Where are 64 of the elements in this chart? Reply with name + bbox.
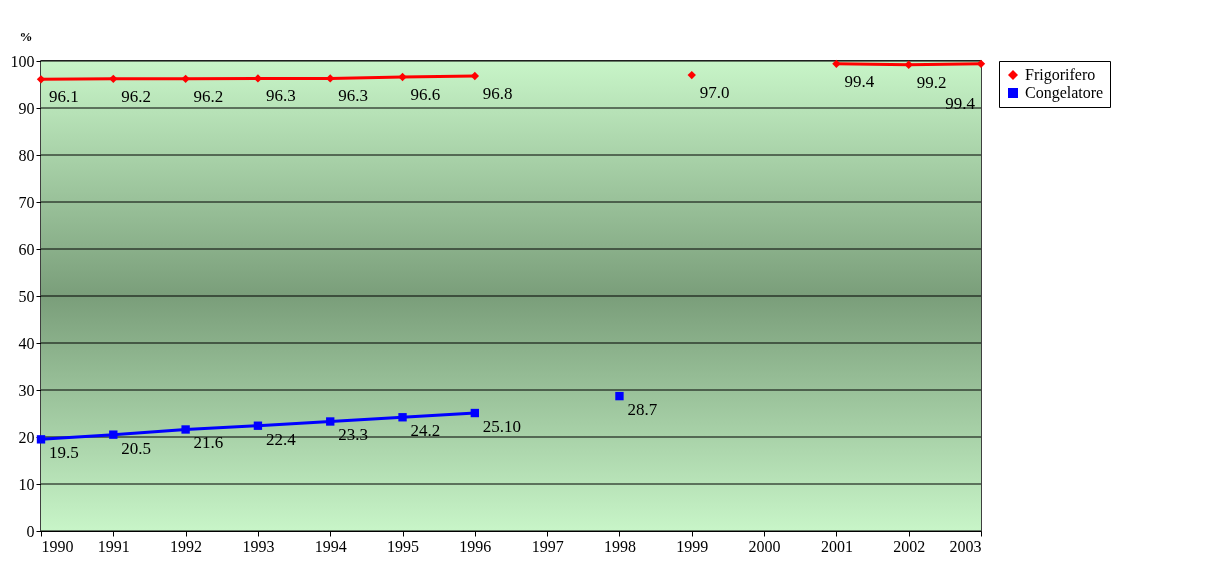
y-tick-label: 100 xyxy=(10,52,35,70)
point xyxy=(36,435,46,444)
data-label: 96.3 xyxy=(338,86,368,106)
x-tick-label: 1998 xyxy=(603,537,636,555)
data-label: 21.6 xyxy=(193,433,224,453)
data-label: 97.0 xyxy=(699,83,730,103)
point xyxy=(36,75,46,84)
data-label: 96.2 xyxy=(121,86,152,106)
data-label: 99.4 xyxy=(844,71,875,91)
x-tick-label: 1999 xyxy=(676,537,709,555)
data-label: 99.2 xyxy=(916,72,947,92)
x-tick-label: 1993 xyxy=(242,537,275,555)
point xyxy=(470,71,480,81)
point xyxy=(253,421,263,430)
point xyxy=(904,60,913,69)
data-label: 28.7 xyxy=(627,400,658,420)
y-tick-label: 30 xyxy=(18,381,35,399)
y-axis-title: % xyxy=(19,28,33,44)
x-tick-label: 1994 xyxy=(314,537,347,555)
point xyxy=(326,417,335,426)
y-tick-label: 60 xyxy=(18,240,35,258)
y-tick-label: 20 xyxy=(18,428,35,446)
point xyxy=(109,430,118,439)
point xyxy=(181,425,190,434)
data-label: 96.3 xyxy=(265,86,296,106)
x-tick-label: 2003 xyxy=(949,537,982,555)
legend-label: Frigorifero xyxy=(1025,66,1096,84)
point xyxy=(398,413,407,422)
data-label: 22.4 xyxy=(265,429,297,449)
data-label: 20.5 xyxy=(121,438,152,458)
data-label: 25.10 xyxy=(482,417,522,437)
x-tick-label: 1995 xyxy=(387,537,420,555)
y-tick-label: 50 xyxy=(18,287,35,305)
x-tick-label: 2000 xyxy=(748,537,781,555)
x-tick-label: 1992 xyxy=(170,537,203,555)
x-tick-label: 1991 xyxy=(97,537,130,555)
legend-label: Congelatore xyxy=(1025,84,1104,102)
point xyxy=(398,72,407,82)
data-label: 96.1 xyxy=(49,87,79,107)
x-tick-label: 1997 xyxy=(531,537,564,555)
point xyxy=(181,74,190,84)
data-label: 96.6 xyxy=(410,84,441,104)
x-tick-label: 2001 xyxy=(820,537,853,555)
y-tick-label: 10 xyxy=(18,475,35,493)
y-tick-label: 40 xyxy=(18,334,35,352)
y-tick-label: 90 xyxy=(18,99,35,117)
point xyxy=(109,74,118,84)
data-label: 19.5 xyxy=(49,443,79,463)
point xyxy=(470,408,480,418)
data-label: 96.8 xyxy=(482,84,513,104)
point xyxy=(832,59,841,68)
y-tick-label: 0 xyxy=(26,522,35,540)
data-label: 23.3 xyxy=(338,425,368,445)
y-tick-label: 80 xyxy=(18,146,35,164)
data-label: 96.2 xyxy=(193,86,224,106)
y-tick-label: 70 xyxy=(18,193,35,211)
x-tick-label: 2002 xyxy=(893,537,926,555)
data-label: 99.4 xyxy=(945,93,976,113)
point xyxy=(687,70,696,80)
x-tick-label: 1990 xyxy=(41,537,74,555)
point xyxy=(615,391,624,401)
point xyxy=(326,74,335,83)
data-label: 24.2 xyxy=(410,421,441,441)
x-tick-label: 1996 xyxy=(459,537,492,555)
